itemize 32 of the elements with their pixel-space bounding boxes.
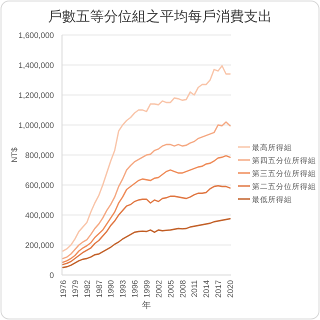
line-series: [62, 65, 231, 252]
line-series: [62, 121, 231, 260]
y-tick-label: 800,000: [25, 151, 55, 160]
x-tick-label: 2002: [154, 279, 164, 298]
x-tick-label: 2008: [178, 279, 188, 298]
x-tick-label: 1999: [142, 279, 152, 298]
y-tick-label: 1,400,000: [18, 61, 55, 70]
y-tick-label: 400,000: [25, 211, 55, 220]
x-tick-label: 2020: [226, 279, 235, 298]
x-tick-label: 2011: [190, 279, 200, 298]
y-tick-label: 600,000: [25, 181, 55, 190]
line-series: [62, 155, 231, 263]
x-axis-title: 年: [142, 300, 151, 310]
x-tick-label: 1982: [82, 279, 92, 298]
x-tick-label: 2017: [214, 279, 224, 298]
x-tick-label: 1976: [59, 279, 68, 298]
y-tick-label: 1,200,000: [18, 91, 55, 100]
y-tick-label: 0: [50, 271, 55, 280]
line-series: [62, 185, 231, 266]
y-tick-label: 1,000,000: [18, 121, 55, 130]
x-tick-label: 1987: [94, 279, 104, 298]
y-tick-label: 200,000: [25, 241, 55, 250]
chart-title: 戶數五等分位組之平均每戶消費支出: [48, 8, 272, 24]
x-tick-label: 1979: [70, 279, 80, 298]
y-axis-title: NT$: [10, 146, 19, 163]
x-tick-label: 1993: [118, 279, 128, 298]
x-tick-label: 1996: [130, 279, 140, 298]
y-tick-label: 1,600,000: [18, 31, 55, 40]
x-tick-label: 1990: [106, 279, 116, 298]
line-series: [62, 218, 231, 268]
x-tick-label: 2005: [166, 279, 176, 298]
x-tick-label: 2014: [202, 279, 212, 298]
